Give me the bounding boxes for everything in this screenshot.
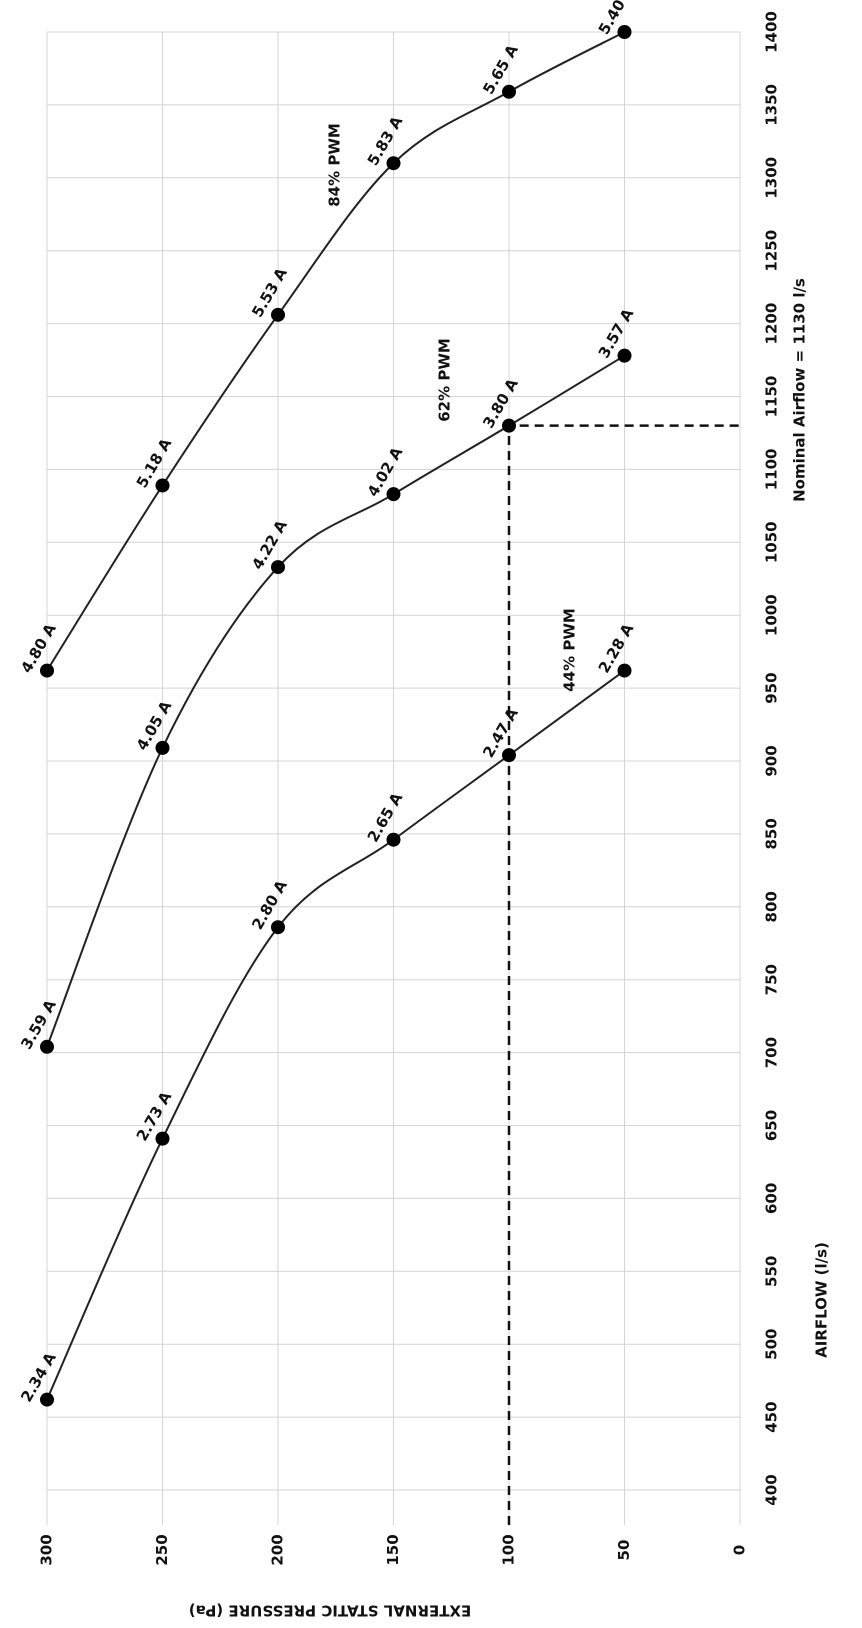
series-name: 44% PWM [561, 608, 579, 692]
x-tick-label: 1150 [763, 376, 781, 418]
x-tick-label: 600 [763, 1183, 781, 1214]
point-label: 2.34 A [17, 1349, 60, 1405]
point-label: 2.65 A [364, 789, 407, 845]
data-point [40, 1392, 54, 1407]
point-label: 2.73 A [133, 1088, 176, 1144]
data-point [386, 156, 401, 171]
x-tick-label: 950 [763, 672, 781, 703]
point-label: 4.02 A [364, 444, 407, 500]
x-tick-label: 1000 [763, 594, 781, 636]
series-name: 84% PWM [326, 123, 344, 207]
y-axis-title: EXTERNAL STATIC PRESSURE (Pa) [189, 1602, 472, 1620]
y-tick-label: 100 [500, 1534, 518, 1565]
x-tick-label: 1400 [763, 11, 781, 53]
annotation: Nominal Airflow = 1130 l/s [791, 278, 809, 502]
data-point [155, 478, 170, 493]
data-point [40, 1039, 54, 1054]
x-tick-label: 900 [763, 745, 781, 776]
point-label: 5.83 A [364, 113, 407, 169]
point-label: 5.18 A [133, 435, 176, 491]
x-tick-label: 1200 [763, 303, 781, 345]
data-point [155, 1131, 170, 1146]
y-tick-label: 300 [38, 1534, 56, 1565]
data-point [617, 348, 632, 363]
point-label: 3.59 A [17, 996, 60, 1052]
x-tick-label: 850 [763, 818, 781, 849]
x-tick-label: 750 [763, 964, 781, 995]
x-tick-label: 1100 [763, 449, 781, 491]
data-point [617, 25, 632, 39]
series-line [46, 354, 626, 1048]
x-tick-label: 1050 [763, 521, 781, 563]
x-tick-label: 550 [763, 1256, 781, 1287]
x-tick-label: 1350 [763, 84, 781, 126]
y-tick-label: 200 [269, 1534, 287, 1565]
x-tick-label: 450 [763, 1401, 781, 1432]
data-point [502, 418, 516, 433]
x-axis-title: AIRFLOW (l/s) [813, 1242, 831, 1358]
point-label: 3.57 A [595, 305, 638, 361]
data-point [271, 560, 285, 575]
x-tick-label: 700 [763, 1037, 781, 1068]
series-line [46, 669, 626, 1401]
point-label: 5.53 A [248, 264, 291, 320]
data-point [502, 84, 516, 99]
point-label: 4.22 A [248, 517, 291, 573]
data-point [40, 663, 54, 678]
x-tick-label: 650 [763, 1110, 781, 1141]
data-point [386, 487, 401, 502]
data-point [155, 740, 170, 755]
y-tick-label: 0 [731, 1545, 749, 1555]
data-point [502, 748, 516, 763]
x-tick-label: 800 [763, 891, 781, 922]
data-point [271, 920, 285, 935]
data-point [271, 307, 285, 322]
data-point [617, 663, 632, 678]
x-tick-label: 1250 [763, 230, 781, 272]
point-label: 2.28 A [595, 620, 638, 676]
point-label: 4.80 A [17, 620, 60, 676]
point-label: 2.47 A [479, 705, 522, 761]
data-point [386, 832, 401, 847]
y-tick-label: 50 [615, 1540, 633, 1561]
series-name: 62% PWM [436, 338, 454, 422]
x-tick-label: 500 [763, 1329, 781, 1360]
x-tick-label: 1300 [763, 157, 781, 199]
y-tick-label: 250 [153, 1534, 171, 1565]
y-tick-label: 150 [384, 1534, 402, 1565]
point-label: 4.05 A [133, 697, 176, 753]
point-label: 2.80 A [248, 877, 291, 933]
x-tick-label: 400 [763, 1474, 781, 1505]
